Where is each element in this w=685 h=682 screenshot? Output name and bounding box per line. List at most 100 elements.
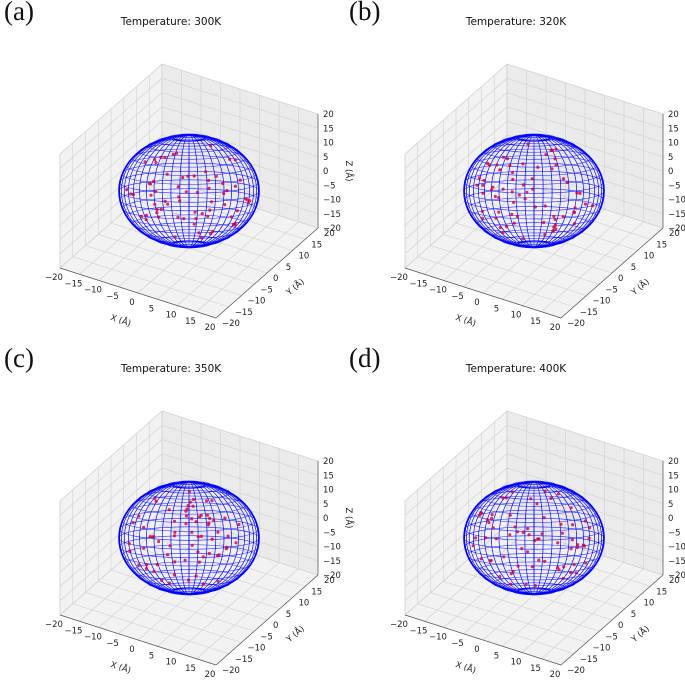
x-tick-label: −10 — [429, 286, 447, 296]
particle-point — [553, 223, 557, 227]
particle-point — [533, 538, 537, 543]
particle-point — [204, 170, 208, 174]
particle-point — [233, 221, 237, 225]
y-tick-label: 15 — [311, 587, 322, 597]
sphere-pole-bottom — [517, 240, 551, 248]
particle-point — [533, 205, 537, 209]
z-tick-label: −10 — [323, 196, 341, 206]
z-tick-label: 5 — [668, 500, 673, 510]
particle-point — [583, 519, 587, 523]
z-tick-label: −5 — [323, 528, 336, 538]
particle-point — [172, 534, 177, 538]
x-tick-label: 0 — [129, 298, 134, 308]
particle-point — [206, 178, 211, 183]
x-tick-label: 10 — [511, 311, 522, 321]
particle-point — [197, 560, 201, 564]
sphere-pole-bottom — [517, 587, 551, 595]
grid-line-z — [59, 439, 319, 530]
particle-point — [565, 180, 569, 185]
particle-point — [512, 200, 516, 204]
particle-point — [510, 190, 514, 194]
particle-point — [197, 231, 201, 235]
z-tick-label: 5 — [668, 153, 673, 163]
particle-point — [520, 547, 524, 551]
particle-point — [173, 530, 177, 534]
particle-point — [167, 508, 171, 512]
particle-point — [145, 563, 149, 567]
particle-point — [587, 526, 592, 530]
y-tick-label: −10 — [248, 297, 266, 307]
x-tick-label: 0 — [474, 298, 479, 308]
grid-line-z — [404, 134, 664, 226]
x-tick-label: 15 — [185, 664, 196, 674]
particle-point — [571, 523, 575, 527]
y-tick-label: 0 — [273, 274, 278, 284]
particle-point — [509, 582, 513, 586]
y-tick-label: −20 — [567, 666, 585, 676]
z-tick-label: 20 — [668, 457, 679, 467]
z-tick-label: −15 — [323, 210, 341, 220]
particle-point — [510, 212, 514, 216]
y-tick-label: 15 — [656, 240, 667, 250]
grid-line-z — [404, 120, 664, 212]
y-tick-label: −15 — [235, 655, 253, 665]
particle-point — [149, 193, 153, 197]
y-tick-label: −20 — [222, 319, 240, 329]
particle-point — [482, 178, 486, 183]
particle-point — [523, 197, 527, 201]
particle-point — [513, 525, 517, 529]
chart-panel-a: (a) Temperature: 300K −20 −15 −10 −5 0 5 10 15 2… — [0, 0, 355, 335]
particle-point — [184, 190, 188, 194]
particle-point — [544, 152, 548, 157]
particle-point — [475, 183, 479, 187]
particle-point — [147, 181, 151, 185]
particle-point — [235, 209, 239, 213]
x-tick-label: 10 — [166, 311, 177, 321]
particle-point — [553, 217, 557, 222]
grid-line-z — [59, 177, 319, 269]
particle-point — [199, 236, 204, 240]
grid-line-z — [59, 410, 319, 502]
particle-point — [214, 174, 218, 178]
particle-point — [554, 227, 558, 231]
x-tick-label: −15 — [65, 279, 83, 289]
x-tick-label: 15 — [530, 317, 541, 327]
particle-point — [144, 567, 148, 571]
particle-point — [152, 179, 156, 183]
z-axis-label: Z (Å) — [343, 161, 355, 182]
particle-point — [542, 516, 546, 520]
x-axis-line — [404, 614, 562, 666]
y-axis-label: Y (Å) — [283, 623, 307, 646]
y-tick-label: −10 — [248, 644, 266, 654]
particle-point — [233, 184, 237, 188]
particle-point — [144, 218, 148, 222]
particle-point — [573, 222, 577, 226]
grid-line-z — [59, 467, 319, 559]
particle-point — [480, 209, 484, 213]
grid-line-z — [404, 524, 664, 616]
x-tick-label: 15 — [185, 317, 196, 327]
y-tick-label: 15 — [656, 587, 667, 597]
particle-point — [208, 516, 212, 521]
x-tick-label: 10 — [511, 658, 522, 668]
particle-point — [527, 533, 531, 537]
particle-point — [479, 511, 483, 515]
grid-line-z — [59, 496, 319, 587]
particle-point — [590, 204, 595, 208]
particle-point — [501, 231, 505, 235]
x-tick-label: −10 — [429, 633, 447, 643]
z-tick-label: 10 — [323, 139, 334, 149]
grid-line-z — [404, 439, 664, 530]
y-axis-line — [215, 574, 319, 666]
z-tick-label: −20 — [668, 224, 685, 234]
x-axis-label: X (Å) — [454, 311, 478, 329]
particle-point — [209, 144, 213, 148]
z-tick-label: 20 — [323, 110, 334, 120]
particle-point — [584, 202, 588, 206]
x-tick-label: −15 — [65, 626, 83, 636]
y-tick-label: 5 — [286, 263, 291, 273]
grid-line-z — [59, 524, 319, 616]
particle-point — [535, 502, 539, 506]
particle-point — [194, 520, 198, 524]
